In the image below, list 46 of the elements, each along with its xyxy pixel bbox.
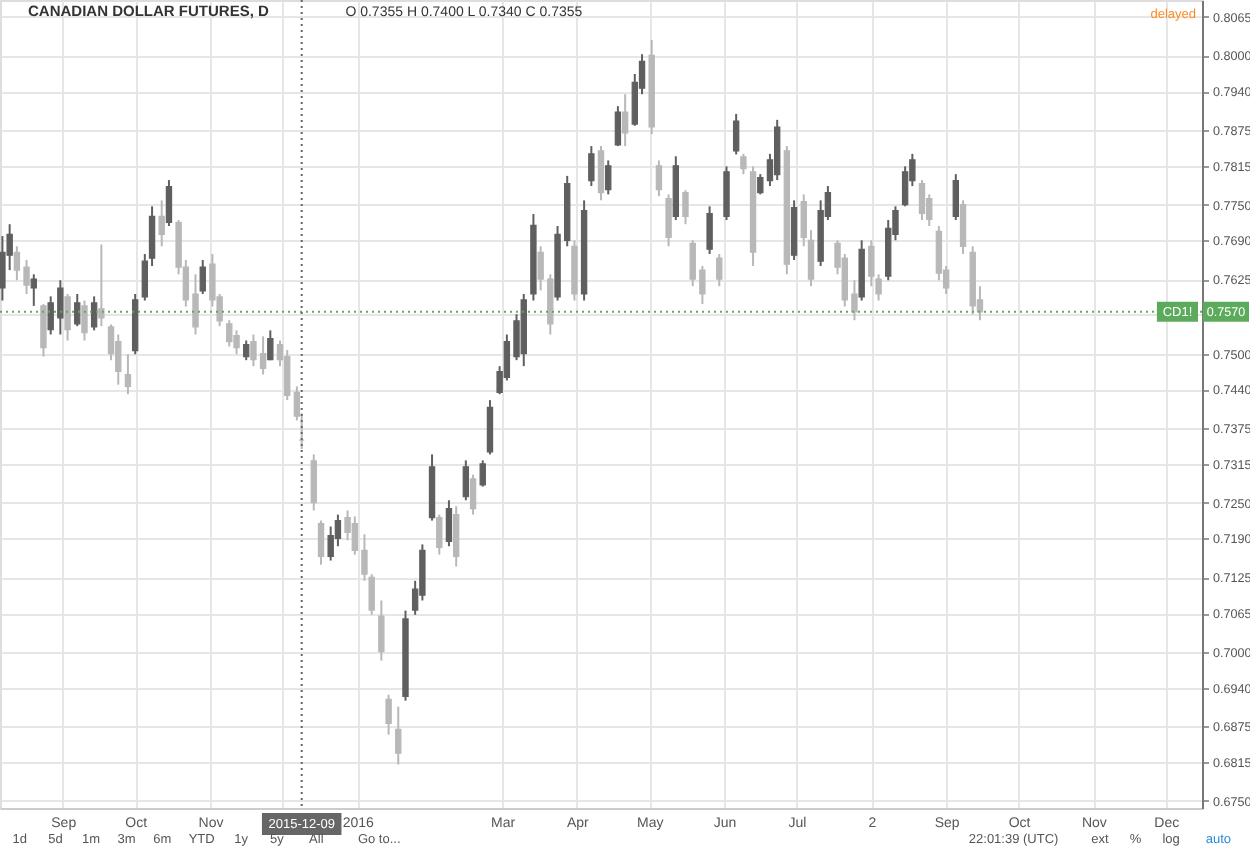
candlestick (242, 339, 250, 362)
candlestick (40, 303, 47, 358)
candlestick (952, 173, 960, 222)
candlestick (158, 199, 165, 248)
candlestick (918, 179, 926, 222)
candlestick (774, 118, 781, 182)
candlestick (486, 399, 494, 456)
candlestick (790, 199, 798, 261)
candlestick (706, 205, 713, 256)
candlestick (165, 179, 173, 227)
candlestick (124, 353, 132, 396)
candlestick (732, 112, 740, 156)
candlestick (199, 258, 206, 295)
candlestick (98, 243, 105, 328)
candlestick (378, 599, 385, 662)
candlestick (479, 459, 486, 488)
candlestick (81, 299, 88, 342)
candlestick (90, 295, 98, 332)
candlestick (226, 319, 233, 348)
candlestick (64, 292, 71, 342)
candlestick (395, 705, 402, 766)
candlestick (571, 239, 578, 302)
candlestick (597, 145, 605, 202)
candlestick (445, 499, 453, 548)
candlestick (267, 329, 274, 362)
candlestick (436, 513, 443, 556)
candlestick (716, 253, 723, 288)
candlestick (605, 159, 612, 196)
candlestick (469, 473, 477, 516)
candlestick (30, 273, 37, 307)
candlestick (74, 292, 81, 328)
candlestick (621, 93, 629, 148)
candlestick (588, 145, 595, 188)
candlestick (740, 152, 747, 176)
candlestick (665, 193, 672, 248)
candlestick (723, 165, 730, 222)
candlestick (462, 459, 470, 502)
candlestick (385, 693, 392, 736)
candlestick (655, 159, 663, 198)
candlestick (858, 239, 865, 302)
candlestick (317, 519, 325, 566)
candlestick (682, 189, 689, 226)
candlestick (614, 105, 622, 148)
candlestick (452, 505, 460, 568)
candlestick (959, 199, 967, 256)
candlestick (310, 453, 317, 512)
